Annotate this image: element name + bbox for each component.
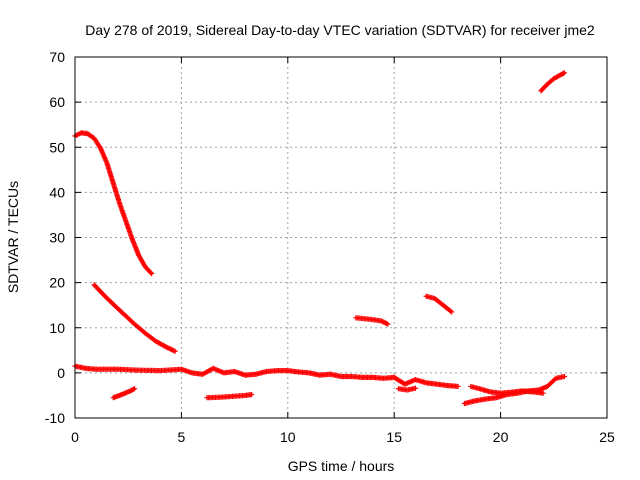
y-tick-label: 40 xyxy=(49,184,65,200)
series-arc-12 xyxy=(538,70,568,94)
series-arc-1 xyxy=(72,130,155,277)
series-arc-7 xyxy=(391,374,461,390)
y-tick-label: 10 xyxy=(49,320,65,336)
x-tick-label: 15 xyxy=(386,429,402,445)
data-point xyxy=(561,70,568,76)
data-point xyxy=(172,348,178,354)
data-point xyxy=(131,386,138,392)
x-tick-label: 10 xyxy=(280,429,296,445)
series-arc-3 xyxy=(110,386,138,401)
data-point xyxy=(412,385,419,391)
axes: 0 5 10 15 20 25 -10 0 10 20 30 40 50 60 70 xyxy=(45,49,615,445)
y-tick-label: 20 xyxy=(49,275,65,291)
y-tick-label: -10 xyxy=(45,410,65,426)
data-point xyxy=(249,391,255,398)
data-point xyxy=(148,270,154,276)
series-arc-5 xyxy=(204,391,255,401)
data-point xyxy=(447,308,454,314)
x-axis-title: GPS time / hours xyxy=(288,458,395,474)
data-point xyxy=(449,309,455,315)
series-arc-2 xyxy=(91,282,178,354)
data-point xyxy=(385,321,391,327)
series-arc-11 xyxy=(468,383,546,396)
y-tick-label: 60 xyxy=(49,94,65,110)
data-point xyxy=(561,373,568,380)
x-tick-label: 5 xyxy=(178,429,186,445)
series-arc-8 xyxy=(395,385,419,393)
data-point xyxy=(149,271,155,277)
series-arc-9 xyxy=(423,293,455,315)
data-points xyxy=(72,70,568,407)
x-tick-label: 20 xyxy=(493,429,509,445)
y-axis-title: SDTVAR / TECUs xyxy=(5,181,21,293)
grid xyxy=(75,57,607,418)
series-arc-4 xyxy=(72,363,397,381)
y-tick-label: 70 xyxy=(49,49,65,65)
data-point xyxy=(540,390,546,396)
x-tick-label: 25 xyxy=(599,429,615,445)
series-arc-6 xyxy=(353,315,391,327)
data-point xyxy=(455,383,461,390)
y-tick-label: 50 xyxy=(49,139,65,155)
x-tick-label: 0 xyxy=(71,429,79,445)
y-tick-label: 30 xyxy=(49,230,65,246)
chart-title: Day 278 of 2019, Sidereal Day-to-day VTE… xyxy=(85,22,595,38)
y-tick-label: 0 xyxy=(57,365,65,381)
